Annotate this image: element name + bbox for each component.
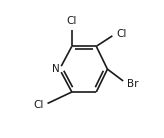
Text: Cl: Cl [67, 16, 77, 26]
Text: Cl: Cl [116, 29, 126, 39]
Text: Br: Br [127, 79, 138, 88]
Text: N: N [52, 64, 60, 74]
Text: Cl: Cl [33, 100, 44, 110]
